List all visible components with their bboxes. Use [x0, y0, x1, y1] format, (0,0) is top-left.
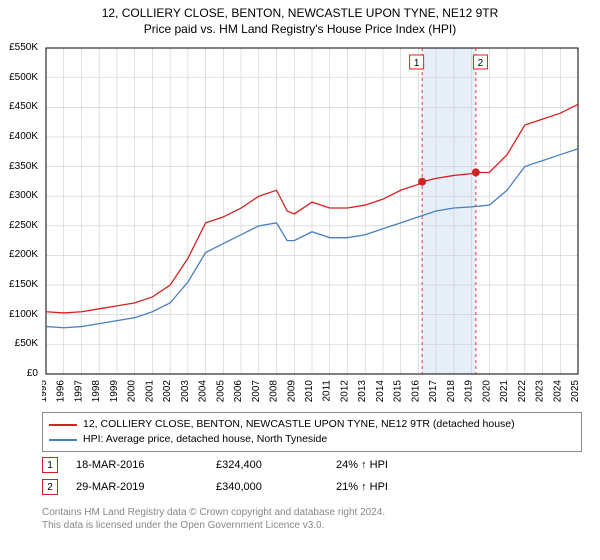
y-tick-label: £500K: [9, 72, 42, 83]
titles: 12, COLLIERY CLOSE, BENTON, NEWCASTLE UP…: [0, 0, 600, 36]
x-tick-label: 2007: [251, 380, 262, 403]
title-address: 12, COLLIERY CLOSE, BENTON, NEWCASTLE UP…: [0, 6, 600, 20]
svg-text:2: 2: [478, 58, 484, 69]
x-tick-label: 2012: [339, 380, 350, 403]
x-tick-label: 2011: [322, 380, 333, 402]
table-row: 2 29-MAR-2019£340,00021% ↑ HPI: [42, 476, 582, 498]
sale-price: £340,000: [216, 481, 336, 493]
x-tick-label: 1998: [91, 380, 102, 403]
y-tick-label: £150K: [9, 279, 42, 290]
x-tick-label: 2008: [269, 380, 280, 403]
x-tick-label: 2022: [517, 380, 528, 403]
x-tick-label: 2015: [393, 380, 404, 403]
x-tick-label: 2009: [286, 380, 297, 403]
sale-marker: 1: [42, 457, 58, 473]
x-tick-label: 2025: [570, 380, 581, 403]
sale-date: 29-MAR-2019: [76, 481, 216, 493]
x-tick-label: 2014: [375, 380, 386, 403]
y-tick-label: £350K: [9, 161, 42, 172]
footer-line2: This data is licensed under the Open Gov…: [42, 519, 385, 532]
footer: Contains HM Land Registry data © Crown c…: [42, 506, 385, 532]
x-tick-label: 2020: [481, 380, 492, 403]
footer-line1: Contains HM Land Registry data © Crown c…: [42, 506, 385, 519]
x-tick-label: 2017: [428, 380, 439, 403]
y-tick-label: £0: [27, 368, 42, 379]
y-tick-label: £100K: [9, 309, 42, 320]
x-tick-label: 2016: [410, 380, 421, 403]
x-tick-label: 2002: [162, 380, 173, 403]
y-tick-label: £50K: [15, 338, 42, 349]
sales-table: 1 18-MAR-2016£324,40024% ↑ HPI 2 29-MAR-201…: [42, 454, 582, 498]
legend-row: 12, COLLIERY CLOSE, BENTON, NEWCASTLE UP…: [49, 417, 575, 432]
x-tick-label: 2001: [144, 380, 155, 403]
x-tick-label: 1996: [56, 380, 67, 403]
y-tick-label: £250K: [9, 220, 42, 231]
y-tick-label: £200K: [9, 249, 42, 260]
sale-date: 18-MAR-2016: [76, 459, 216, 471]
sale-marker: 2: [42, 479, 58, 495]
table-row: 1 18-MAR-2016£324,40024% ↑ HPI: [42, 454, 582, 476]
legend-row: HPI: Average price, detached house, Nort…: [49, 432, 575, 447]
chart-svg: 1995 1996 1997 1998 1999 2000 2001 2002 2003 2004…: [42, 44, 582, 424]
x-tick-label: 2023: [535, 380, 546, 403]
chart-area: 1995 1996 1997 1998 1999 2000 2001 2002 2003 2004…: [42, 44, 582, 404]
legend-swatch: [49, 439, 77, 441]
x-tick-label: 2010: [304, 380, 315, 403]
sale-price: £324,400: [216, 459, 336, 471]
y-tick-label: £300K: [9, 190, 42, 201]
legend-swatch: [49, 424, 77, 426]
sale-delta: 21% ↑ HPI: [336, 481, 456, 493]
x-tick-label: 2018: [446, 380, 457, 403]
y-tick-label: £450K: [9, 101, 42, 112]
x-tick-label: 2019: [464, 380, 475, 403]
x-tick-label: 2021: [499, 380, 510, 403]
x-tick-label: 2004: [198, 380, 209, 403]
x-tick-label: 2000: [127, 380, 138, 403]
x-tick-label: 1995: [42, 380, 49, 403]
x-tick-label: 2005: [215, 380, 226, 403]
legend-label: HPI: Average price, detached house, Nort…: [83, 432, 327, 447]
title-subtitle: Price paid vs. HM Land Registry's House …: [0, 22, 600, 36]
legend-label: 12, COLLIERY CLOSE, BENTON, NEWCASTLE UP…: [83, 417, 515, 432]
x-tick-label: 2006: [233, 380, 244, 403]
x-tick-label: 2003: [180, 380, 191, 403]
legend: 12, COLLIERY CLOSE, BENTON, NEWCASTLE UP…: [42, 412, 582, 452]
svg-text:1: 1: [414, 58, 420, 69]
x-tick-label: 1997: [73, 380, 84, 403]
y-tick-label: £400K: [9, 131, 42, 142]
sale-delta: 24% ↑ HPI: [336, 459, 456, 471]
x-tick-label: 2013: [357, 380, 368, 403]
x-tick-label: 1999: [109, 380, 120, 403]
x-tick-label: 2024: [552, 380, 563, 403]
y-tick-label: £550K: [9, 42, 42, 53]
chart-container: 12, COLLIERY CLOSE, BENTON, NEWCASTLE UP…: [0, 0, 600, 560]
